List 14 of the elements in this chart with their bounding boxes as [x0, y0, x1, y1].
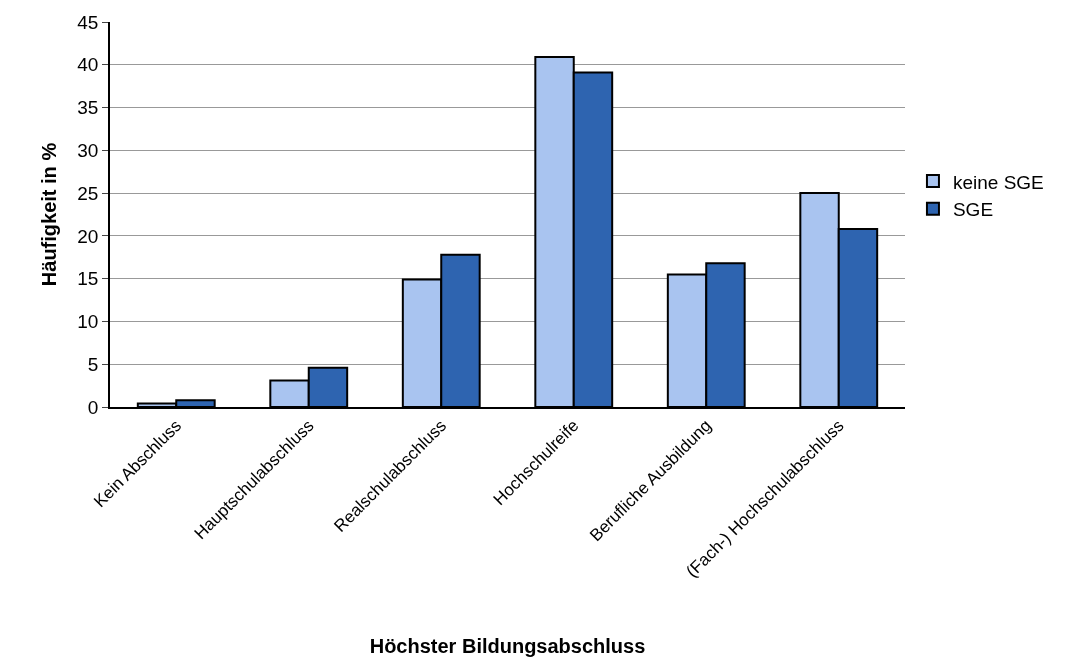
y-tick-label: 30 [77, 139, 99, 161]
x-axis-title: Höchster Bildungsabschluss [369, 635, 646, 657]
legend-label: SGE [952, 199, 994, 221]
y-tick-label: 0 [87, 396, 99, 418]
y-tick-label: 5 [87, 353, 99, 375]
y-tick-label: 45 [77, 11, 99, 33]
y-tick-label: 15 [77, 268, 99, 290]
y-tick-label: 25 [77, 182, 99, 204]
legend-label: keine SGE [952, 171, 1044, 193]
y-tick-label: 10 [77, 311, 99, 333]
y-tick-label: 35 [77, 97, 99, 119]
y-axis-title: Häufigkeit in % [38, 142, 61, 287]
y-tick-label: 40 [77, 54, 99, 76]
y-tick-label: 20 [77, 225, 99, 247]
